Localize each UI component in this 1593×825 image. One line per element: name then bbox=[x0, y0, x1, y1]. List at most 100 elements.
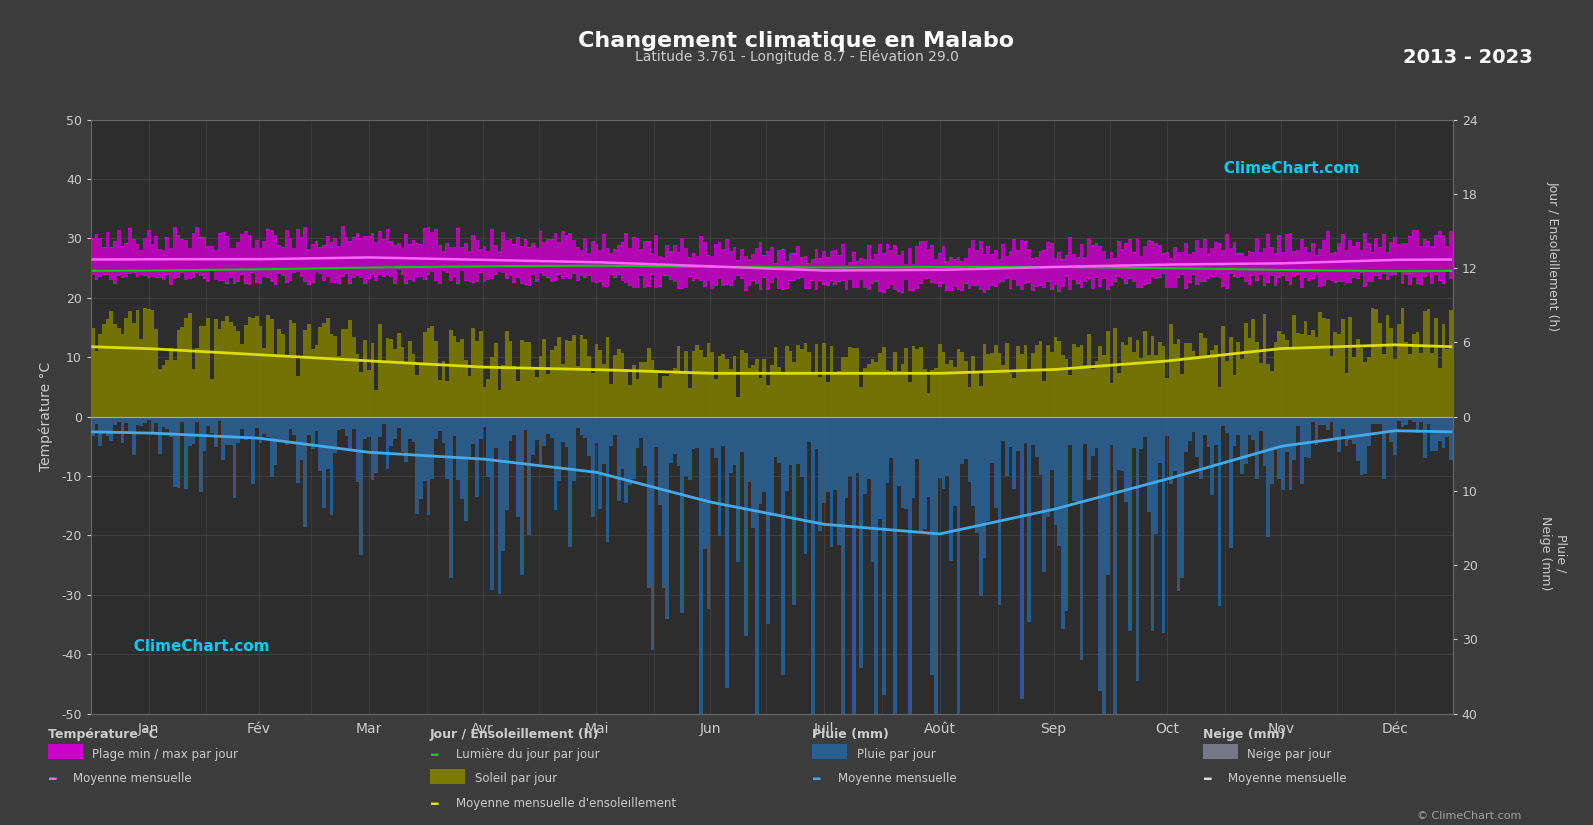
Bar bbox=[416, 243, 419, 277]
Bar bbox=[561, 365, 564, 417]
Bar bbox=[1016, 346, 1020, 417]
Bar bbox=[538, 417, 542, 464]
Bar bbox=[389, 417, 393, 446]
Bar bbox=[710, 352, 714, 417]
Bar bbox=[386, 338, 389, 417]
Bar bbox=[1274, 252, 1278, 285]
Bar bbox=[105, 232, 110, 275]
Bar bbox=[304, 330, 307, 417]
Bar bbox=[497, 390, 502, 417]
Bar bbox=[561, 417, 564, 441]
Bar bbox=[1125, 243, 1128, 284]
Bar bbox=[285, 229, 288, 283]
Bar bbox=[661, 417, 666, 588]
Bar bbox=[236, 243, 241, 282]
Bar bbox=[605, 417, 610, 543]
Bar bbox=[777, 250, 781, 289]
Bar bbox=[983, 344, 986, 417]
Bar bbox=[1258, 417, 1263, 431]
Bar bbox=[1098, 247, 1102, 287]
Bar bbox=[143, 308, 147, 417]
Bar bbox=[330, 334, 333, 417]
Bar bbox=[610, 252, 613, 275]
Bar bbox=[871, 258, 875, 284]
Bar bbox=[1206, 417, 1211, 447]
Bar bbox=[1386, 252, 1389, 280]
Bar bbox=[280, 248, 285, 276]
Bar bbox=[1239, 252, 1244, 277]
Bar bbox=[588, 253, 591, 276]
Bar bbox=[550, 239, 553, 282]
Bar bbox=[752, 253, 755, 281]
Bar bbox=[695, 345, 699, 417]
Bar bbox=[577, 417, 580, 427]
Bar bbox=[1247, 337, 1252, 417]
Bar bbox=[1053, 417, 1058, 525]
Bar bbox=[919, 241, 922, 285]
Text: Lumière du jour par jour: Lumière du jour par jour bbox=[456, 747, 599, 761]
Bar bbox=[1150, 241, 1155, 276]
Bar bbox=[1319, 312, 1322, 417]
Bar bbox=[825, 417, 830, 492]
Bar bbox=[132, 323, 135, 417]
Bar bbox=[162, 250, 166, 280]
Bar bbox=[905, 348, 908, 417]
Bar bbox=[1300, 417, 1303, 484]
Bar bbox=[849, 417, 852, 476]
Bar bbox=[1325, 231, 1330, 280]
Bar bbox=[1128, 417, 1133, 631]
Bar bbox=[1281, 417, 1286, 489]
Bar bbox=[572, 335, 577, 417]
Bar bbox=[572, 240, 577, 274]
Text: Pluie /
Neige (mm): Pluie / Neige (mm) bbox=[1539, 516, 1568, 590]
Bar bbox=[1330, 253, 1333, 280]
Bar bbox=[961, 261, 964, 291]
Bar bbox=[355, 233, 360, 276]
Bar bbox=[1289, 233, 1292, 285]
Bar bbox=[307, 323, 311, 417]
Bar bbox=[99, 417, 102, 446]
Bar bbox=[1281, 334, 1286, 417]
Bar bbox=[814, 344, 819, 417]
Bar bbox=[1445, 246, 1450, 272]
Bar bbox=[292, 323, 296, 417]
Bar bbox=[225, 316, 229, 417]
Bar bbox=[994, 417, 997, 508]
Bar bbox=[280, 334, 285, 417]
Bar bbox=[400, 346, 405, 417]
Bar bbox=[561, 231, 564, 279]
Bar bbox=[441, 417, 446, 443]
Bar bbox=[1266, 417, 1270, 537]
Bar bbox=[162, 417, 166, 427]
Bar bbox=[1330, 356, 1333, 417]
Bar bbox=[241, 344, 244, 417]
Bar bbox=[199, 326, 202, 417]
Bar bbox=[789, 351, 792, 417]
Bar bbox=[849, 347, 852, 417]
Bar bbox=[672, 417, 677, 455]
Bar bbox=[1155, 356, 1158, 417]
Bar bbox=[475, 240, 479, 282]
Bar bbox=[781, 372, 785, 417]
Bar bbox=[672, 368, 677, 417]
Bar bbox=[1109, 252, 1114, 286]
Bar bbox=[113, 417, 116, 425]
Bar bbox=[1102, 417, 1106, 734]
Bar bbox=[1005, 417, 1008, 476]
Bar bbox=[135, 244, 139, 277]
Bar bbox=[830, 251, 833, 281]
Bar bbox=[292, 417, 296, 436]
Bar bbox=[258, 417, 263, 443]
Bar bbox=[677, 417, 680, 466]
Bar bbox=[1308, 335, 1311, 417]
Bar bbox=[110, 247, 113, 280]
Bar bbox=[647, 241, 650, 287]
Bar bbox=[956, 417, 961, 753]
Bar bbox=[147, 417, 150, 420]
Bar bbox=[508, 341, 513, 417]
Bar bbox=[363, 340, 366, 417]
Bar bbox=[883, 253, 886, 294]
Bar bbox=[830, 346, 833, 417]
Bar bbox=[185, 318, 188, 417]
Bar bbox=[419, 417, 422, 498]
